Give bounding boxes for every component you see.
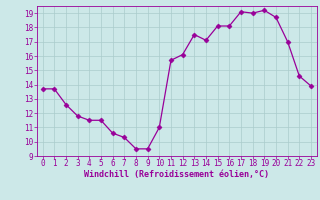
X-axis label: Windchill (Refroidissement éolien,°C): Windchill (Refroidissement éolien,°C) [84,170,269,179]
